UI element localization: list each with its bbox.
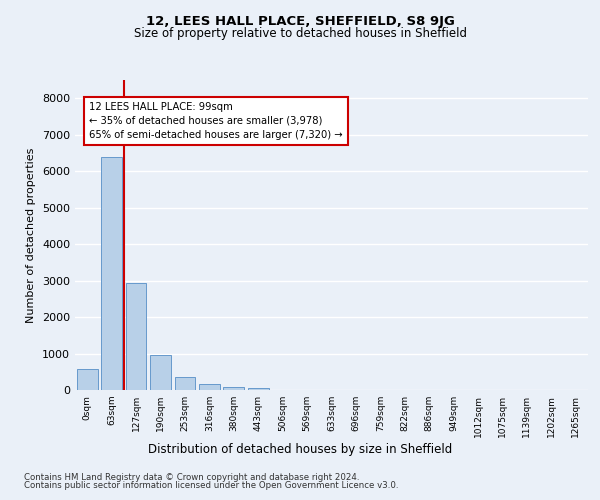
Bar bbox=[77, 369, 98, 390]
Bar bbox=[223, 386, 244, 390]
Bar bbox=[150, 355, 171, 390]
Text: Size of property relative to detached houses in Sheffield: Size of property relative to detached ho… bbox=[133, 28, 467, 40]
Bar bbox=[199, 384, 220, 390]
Bar bbox=[248, 388, 269, 390]
Text: 12, LEES HALL PLACE, SHEFFIELD, S8 9JG: 12, LEES HALL PLACE, SHEFFIELD, S8 9JG bbox=[146, 15, 454, 28]
Text: Contains public sector information licensed under the Open Government Licence v3: Contains public sector information licen… bbox=[24, 481, 398, 490]
Text: Distribution of detached houses by size in Sheffield: Distribution of detached houses by size … bbox=[148, 442, 452, 456]
Y-axis label: Number of detached properties: Number of detached properties bbox=[26, 148, 37, 322]
Text: Contains HM Land Registry data © Crown copyright and database right 2024.: Contains HM Land Registry data © Crown c… bbox=[24, 472, 359, 482]
Bar bbox=[125, 283, 146, 390]
Bar bbox=[101, 158, 122, 390]
Text: 12 LEES HALL PLACE: 99sqm
← 35% of detached houses are smaller (3,978)
65% of se: 12 LEES HALL PLACE: 99sqm ← 35% of detac… bbox=[89, 102, 343, 140]
Bar bbox=[175, 377, 196, 390]
